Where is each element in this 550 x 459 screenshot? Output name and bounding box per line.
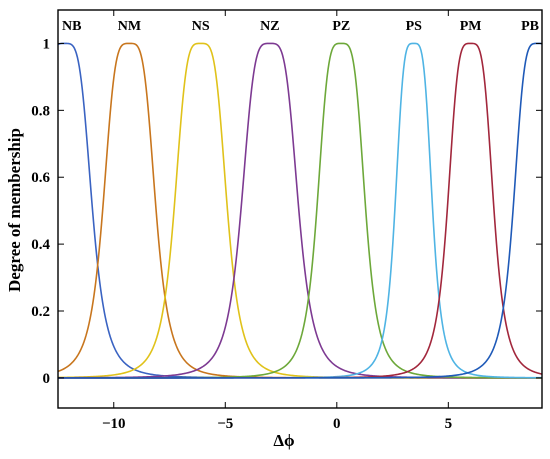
curve-nb — [58, 42, 542, 379]
series-label-pz: PZ — [332, 19, 350, 34]
series-labels: NB NM NS NZ PZ PS PM PB — [62, 19, 539, 34]
x-axis-label: Δϕ — [273, 431, 294, 450]
y-tick-label: 1 — [43, 36, 51, 52]
curve-pb — [58, 42, 542, 379]
curve-pm — [58, 42, 542, 379]
plot-frame — [57, 9, 543, 409]
y-tick-label: 0.8 — [31, 103, 50, 119]
series-label-nm: NM — [118, 19, 141, 34]
series-label-nz: NZ — [260, 19, 279, 34]
curve-ns — [58, 42, 542, 379]
x-tick-label: −5 — [217, 416, 233, 432]
x-axis-ticks: −10 −5 0 5 — [102, 10, 452, 432]
curve-pz — [58, 42, 542, 379]
y-axis-ticks: 0 0.2 0.4 0.6 0.8 1 — [31, 36, 542, 387]
y-axis-label: Degree of membership — [5, 128, 24, 292]
x-tick-label: 5 — [445, 416, 453, 432]
membership-curves — [58, 42, 542, 379]
y-tick-label: 0.6 — [31, 170, 50, 186]
y-tick-label: 0.4 — [31, 237, 50, 253]
curve-ps — [58, 42, 542, 379]
x-tick-label: 0 — [333, 416, 341, 432]
y-tick-label: 0 — [43, 371, 51, 387]
x-tick-label: −10 — [102, 416, 126, 432]
series-label-nb: NB — [62, 19, 81, 34]
series-label-ps: PS — [406, 19, 423, 34]
series-label-pm: PM — [460, 19, 482, 34]
curve-nz — [58, 42, 542, 379]
y-tick-label: 0.2 — [31, 304, 50, 320]
series-label-ns: NS — [192, 19, 210, 34]
series-label-pb: PB — [521, 19, 539, 34]
curve-nm — [58, 42, 542, 379]
